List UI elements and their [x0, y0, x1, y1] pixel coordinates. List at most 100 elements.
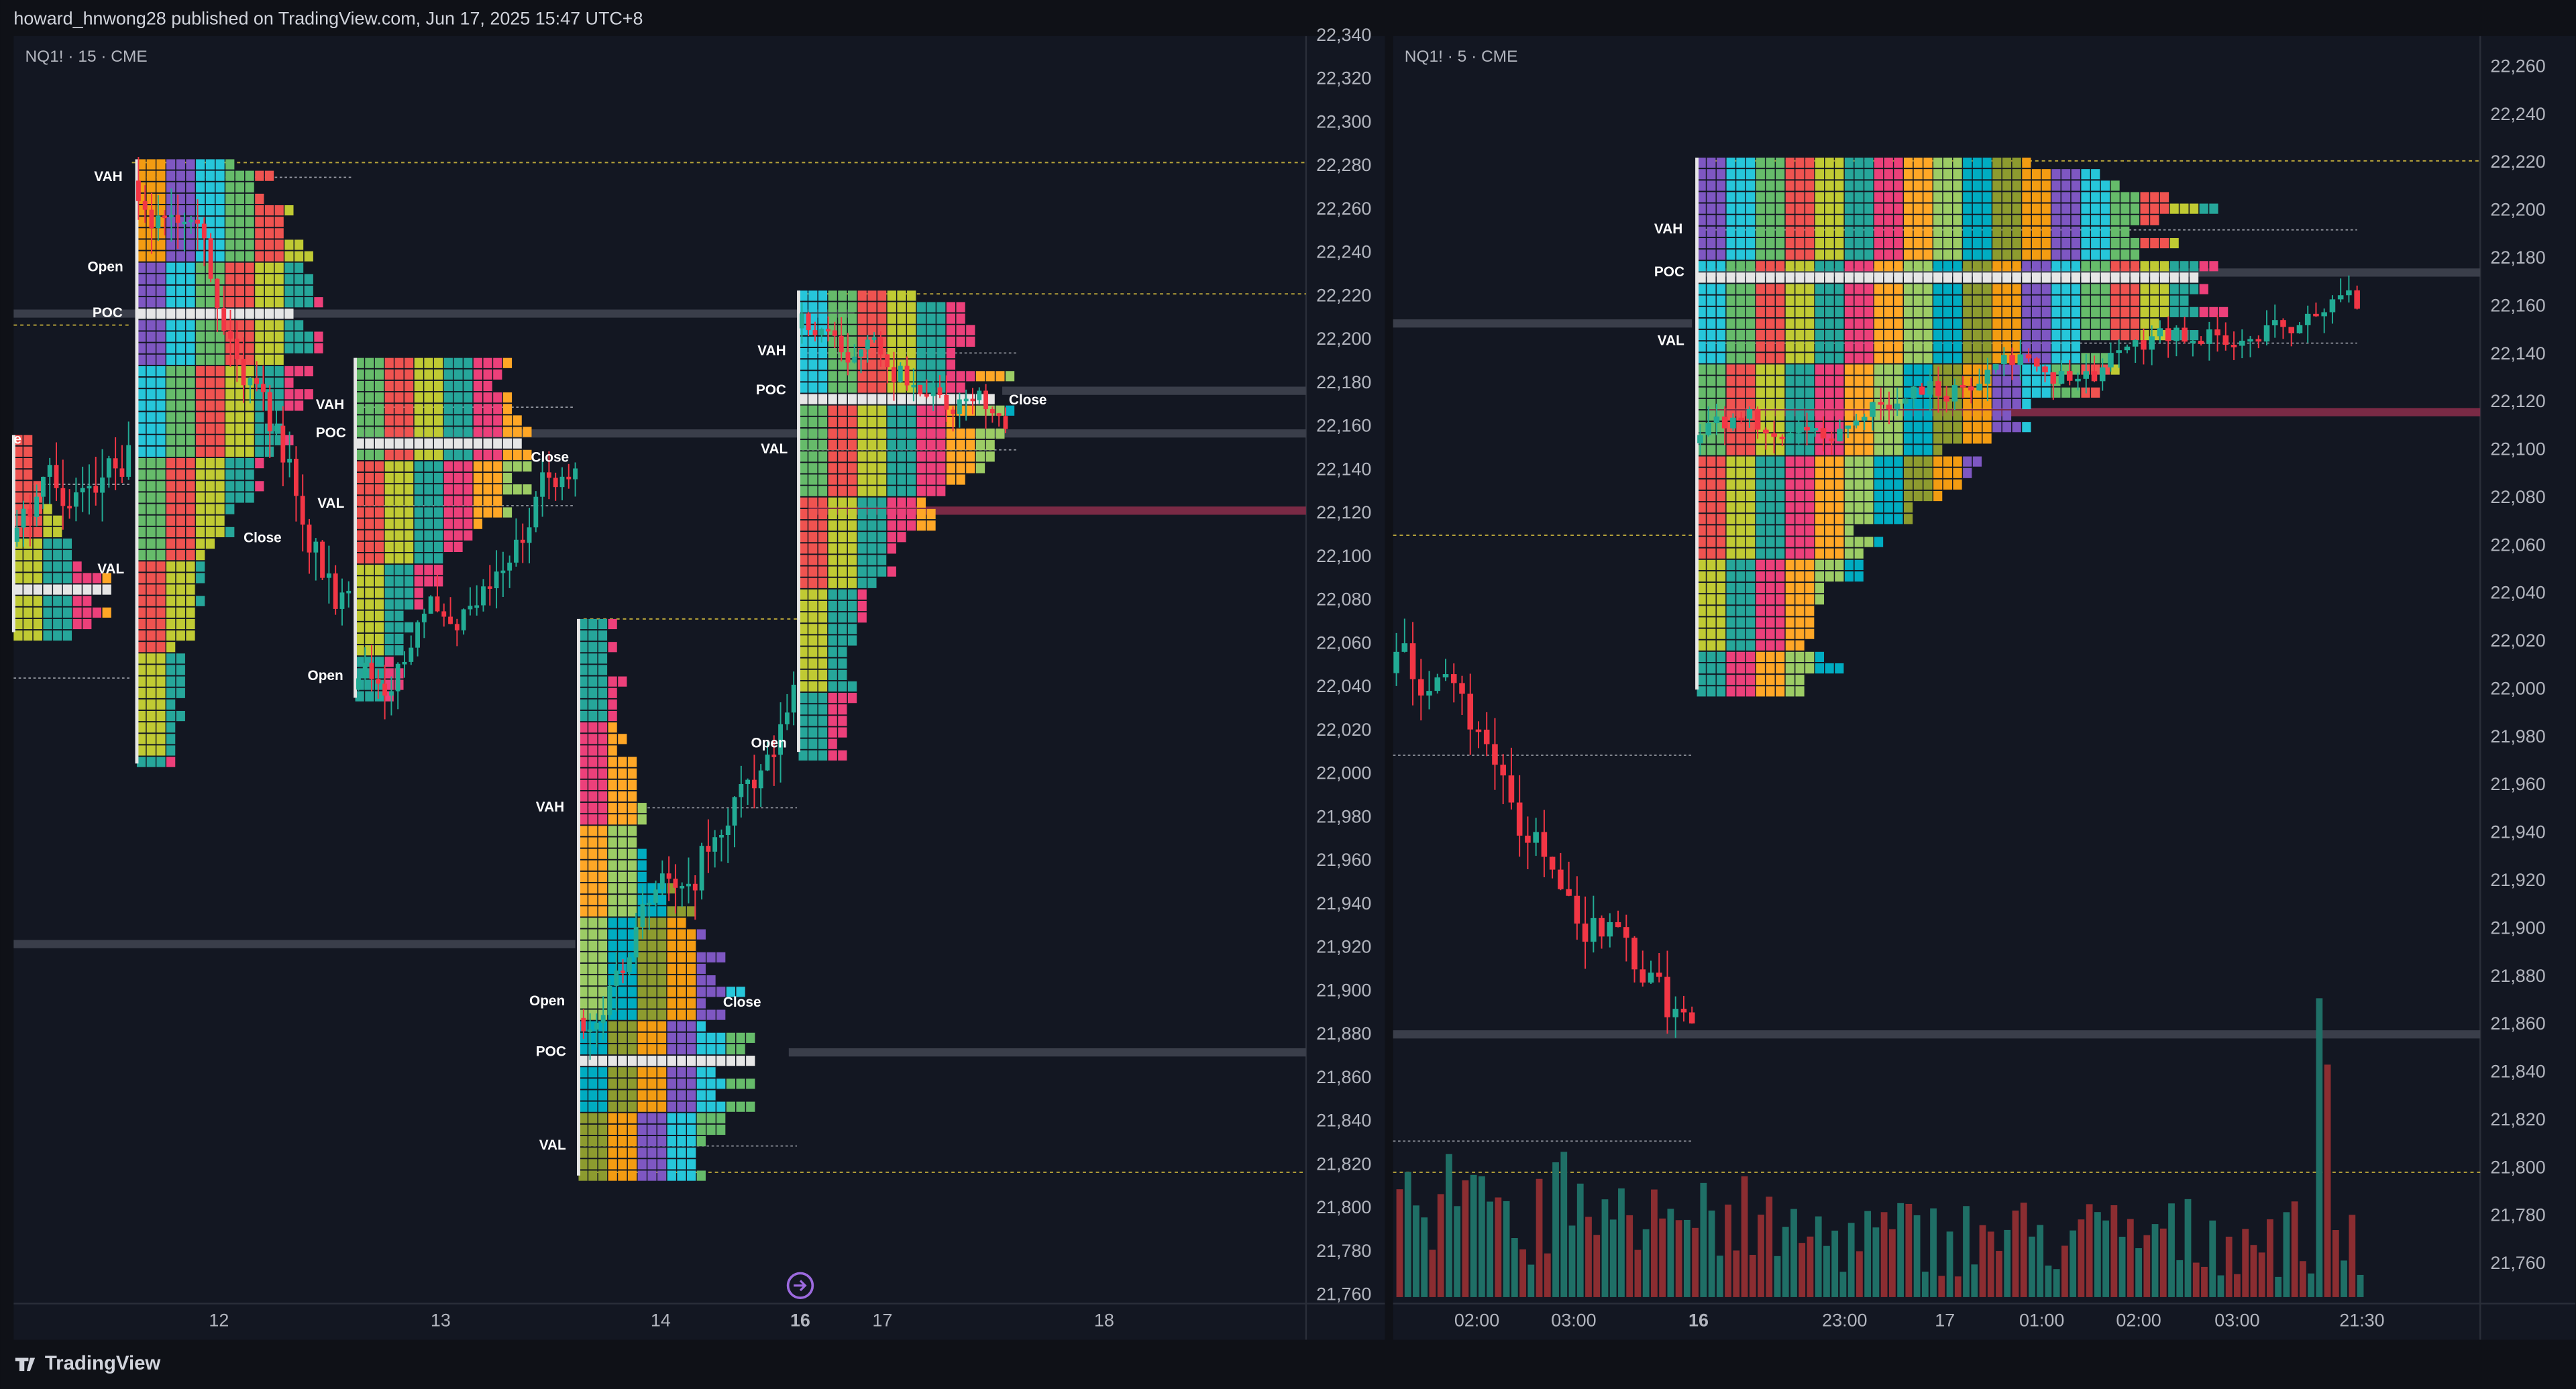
profile-cell [647, 1078, 657, 1089]
profile-cell [847, 405, 857, 416]
profile-cell [1963, 203, 1972, 214]
profile-cell [877, 497, 887, 508]
profile-cell [578, 687, 588, 698]
profile-cell [1894, 180, 1903, 191]
profile-cell [916, 359, 926, 370]
profile-cell [1835, 548, 1844, 559]
profile-cell [677, 998, 686, 1009]
profile-cell [2061, 387, 2071, 398]
profile-cell [523, 449, 532, 460]
profile-cell [1795, 617, 1805, 628]
candle-body [1688, 1012, 1695, 1023]
profile-cell [1707, 180, 1716, 191]
profile-cell [453, 392, 463, 403]
profile-cell [716, 1056, 726, 1066]
profile-cell [1766, 318, 1775, 329]
jump-icon[interactable] [786, 1272, 814, 1299]
profile-cell [818, 738, 828, 749]
profile-cell [687, 1032, 696, 1043]
profile-cell [1854, 261, 1864, 272]
price-tick-label: 21,820 [2490, 1109, 2545, 1129]
profile-cell [857, 359, 867, 370]
profile-cell [1943, 387, 1952, 398]
profile-cell [284, 251, 294, 262]
profile-cell [598, 975, 608, 986]
profile-cell [1835, 410, 1844, 421]
profile-cell [1805, 341, 1815, 352]
profile-cell [374, 610, 384, 621]
profile-cell [255, 297, 264, 308]
profile-cell [1825, 467, 1834, 478]
profile-cell [13, 492, 23, 503]
volume-bar [1462, 1180, 1469, 1297]
profile-cell [2031, 215, 2041, 225]
profile-cell [205, 515, 215, 526]
profile-cell [414, 438, 423, 449]
profile-cell [384, 427, 394, 437]
profile-cell [818, 681, 828, 692]
profile-cell [2012, 318, 2021, 329]
profile-cell [798, 440, 808, 451]
price-tick-label: 21,760 [1316, 1284, 1371, 1304]
profile-cell [464, 449, 473, 460]
profile-cell [798, 416, 808, 427]
volume-bar [1823, 1245, 1830, 1297]
profile-cell [2140, 307, 2149, 317]
profile-cell [1766, 479, 1775, 490]
profile-cell [598, 895, 608, 905]
candle-body [957, 399, 962, 414]
profile-cell [1726, 663, 1735, 674]
profile-cell [996, 428, 1005, 439]
profile-cell [2100, 226, 2110, 237]
profile-cell [1756, 537, 1765, 547]
profile-cell [176, 584, 185, 595]
candle-body [898, 366, 903, 382]
profile-cell [245, 217, 254, 227]
profile-cell [2022, 203, 2031, 214]
profile-cell [657, 940, 667, 951]
profile-cell [1864, 376, 1874, 386]
volume-bar [2332, 1230, 2339, 1297]
profile-cell [1894, 353, 1903, 364]
profile-cell [2041, 203, 2051, 214]
profile-cell [2130, 307, 2140, 317]
profile-cell [1933, 249, 1943, 260]
profile-cell [355, 518, 364, 529]
volume-bar [2308, 1273, 2314, 1297]
profile-cell [2031, 318, 2041, 329]
profile-cell [627, 837, 637, 848]
profile-cell [473, 357, 483, 368]
profile-cell [608, 745, 617, 756]
candle-body [2108, 353, 2114, 368]
profile-cell [867, 382, 877, 393]
profile-cell [2081, 203, 2090, 214]
profile-cell [176, 515, 185, 526]
profile-cell [608, 757, 617, 767]
profile-cell [1736, 617, 1746, 628]
profile-cell [808, 440, 818, 451]
profile-cell [2130, 192, 2140, 203]
profile-cell [687, 1124, 696, 1135]
profile-cell [166, 538, 176, 549]
candle-body [142, 201, 148, 210]
profile-cell [1707, 249, 1716, 260]
profile-cell [215, 469, 225, 480]
candle-body [607, 985, 612, 1015]
profile-cell [1854, 237, 1864, 249]
profile-cell [1697, 502, 1706, 513]
profile-cell [1903, 364, 1913, 375]
profile-cell [627, 1067, 637, 1078]
profile-cell [1874, 364, 1884, 375]
profile-cell [245, 481, 254, 492]
profile-cell [2071, 215, 2080, 225]
profile-cell [857, 313, 867, 324]
profile-cell [264, 251, 274, 262]
profile-cell [1953, 158, 1962, 168]
volume-bar [1568, 1225, 1576, 1297]
candle-body [1804, 427, 1810, 431]
candle-body [435, 596, 440, 612]
profile-cell [627, 906, 637, 917]
profile-cell [215, 331, 225, 342]
profile-cell [146, 285, 156, 296]
candle-body [100, 477, 105, 493]
